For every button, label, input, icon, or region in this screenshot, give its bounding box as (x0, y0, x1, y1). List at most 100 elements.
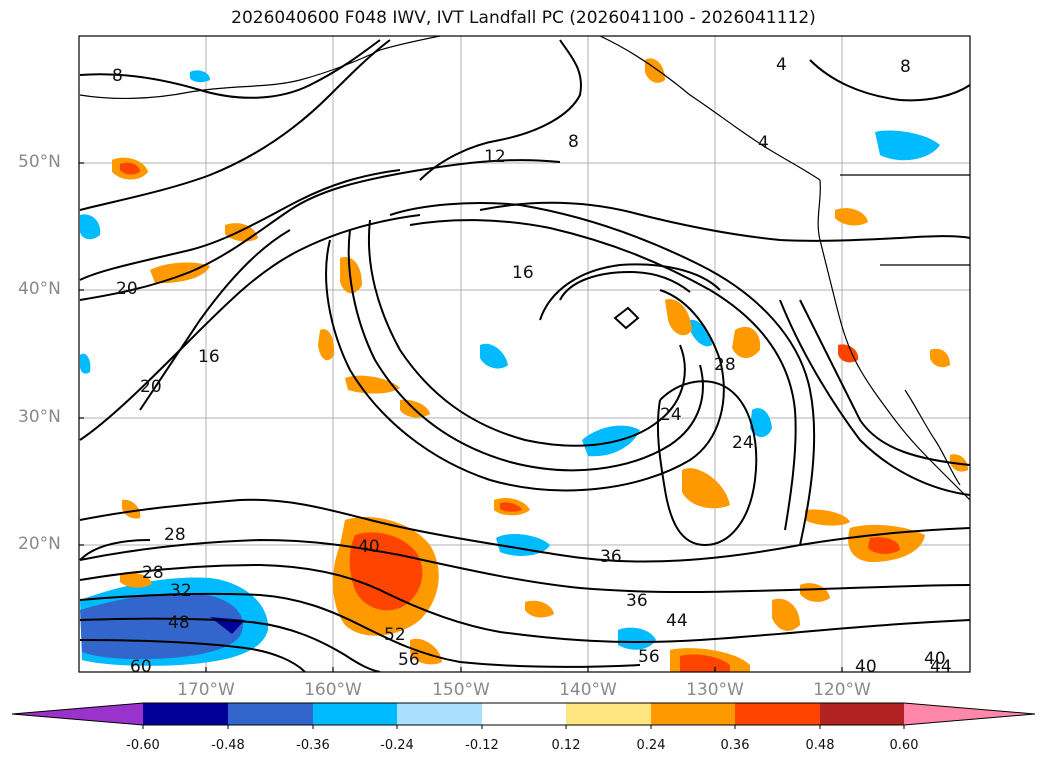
lon-label-120w: 120°W (813, 680, 871, 700)
iwv-contour (79, 214, 421, 441)
iwv-contour (325, 239, 725, 492)
lon-label-160w: 160°W (304, 680, 362, 700)
pc-positive-area (345, 375, 400, 394)
contour-label: 40 (358, 537, 380, 557)
contour-label: 16 (512, 263, 534, 283)
iwv-contour (809, 59, 970, 102)
iwv-contour (367, 219, 686, 447)
iwv-contour (79, 539, 151, 561)
map-area (79, 36, 970, 672)
colorbar-tick-label: 0.48 (805, 738, 835, 753)
lat-label-40n: 40°N (18, 279, 61, 299)
iwv-contour (79, 592, 641, 668)
axis-ticks (79, 162, 843, 672)
pc-positive-core (349, 532, 423, 611)
colorbar (11, 702, 1036, 729)
contour-label: 4 (758, 133, 769, 153)
contour-label: 24 (660, 405, 682, 425)
contour-label: 56 (398, 650, 420, 670)
pc-negative-area (80, 214, 101, 240)
iwv-contour (79, 563, 970, 643)
contour-label: 4 (776, 55, 787, 75)
contour-label: 32 (170, 581, 192, 601)
iwv-contour (347, 229, 704, 472)
pc-positive-core (500, 502, 522, 512)
colorbar-tick-label: 0.24 (636, 738, 666, 753)
colorbar-segment (482, 703, 566, 725)
iwv-contour (79, 639, 306, 672)
contour-label: 36 (626, 591, 648, 611)
pc-negative-area (80, 592, 244, 660)
lon-label-150w: 150°W (432, 680, 490, 700)
iwv-contour (389, 202, 816, 546)
lon-label-170w: 170°W (177, 680, 235, 700)
iwv-contour (613, 306, 640, 330)
colorbar-segment (228, 703, 313, 725)
pc-positive-core (680, 654, 730, 672)
pc-positive-area (665, 299, 692, 336)
iwv-contour (139, 229, 291, 411)
iwv-contour (559, 270, 691, 301)
alaska-panhandle-coast (599, 36, 821, 181)
lat-label-20n: 20°N (18, 534, 61, 554)
pc-positive-area (800, 583, 830, 602)
iwv-contour (419, 39, 582, 181)
pc-negative-area (618, 627, 656, 650)
colorbar-extend-max (904, 703, 1035, 725)
contour-label: 40 (924, 649, 946, 669)
contour-label: 8 (568, 132, 579, 152)
contour-labels: 8 4 8 4 8 12 16 20 16 20 24 24 28 28 28 … (112, 55, 952, 677)
iwv-contour (79, 39, 391, 211)
contour-label: 12 (484, 147, 506, 167)
contour-label: 20 (116, 279, 138, 299)
contour-label: 28 (714, 355, 736, 375)
pc-positive-core (838, 344, 859, 363)
colorbar-extend-min (12, 703, 143, 725)
colorbar-tick-label: 0.60 (889, 738, 919, 753)
pc-negative-area (190, 70, 210, 83)
pc-positive-area (930, 348, 950, 368)
pc-positive-area (525, 600, 554, 618)
colorbar-tick-label: -0.12 (465, 738, 499, 753)
pc-negative-area (582, 425, 640, 457)
pc-positive-area (835, 208, 868, 226)
contour-label: 16 (198, 347, 220, 367)
pc-positive-area (120, 572, 152, 588)
iwv-contour (799, 299, 970, 466)
pc-positive-area (805, 509, 850, 526)
contour-label: 44 (930, 657, 952, 677)
colorbar-segment (566, 703, 651, 725)
pc-shading (80, 58, 968, 672)
alaska-coast (79, 36, 441, 100)
iwv-contour (539, 263, 721, 321)
colorbar-segment (397, 703, 482, 725)
pc-positive-area (225, 223, 258, 242)
lat-label-50n: 50°N (18, 152, 61, 172)
figure-title: 2026040600 F048 IWV, IVT Landfall PC (20… (231, 8, 816, 28)
colorbar-segment (820, 703, 904, 725)
coastlines (79, 36, 970, 501)
colorbar-tick-label: -0.60 (126, 738, 160, 753)
contour-label: 8 (900, 57, 911, 77)
colorbar-tick-label: 0.36 (720, 738, 750, 753)
contour-label: 28 (164, 525, 186, 545)
pc-positive-area (682, 468, 730, 509)
pc-negative-area (80, 353, 91, 374)
iwv-contour (79, 538, 970, 593)
contour-label: 24 (732, 433, 754, 453)
colorbar-segment (651, 703, 735, 725)
pc-positive-area (732, 326, 761, 359)
baja-coast (904, 389, 961, 486)
lat-label-30n: 30°N (18, 407, 61, 427)
contour-label: 52 (384, 625, 406, 645)
lon-label-130w: 130°W (686, 680, 744, 700)
pc-negative-area (875, 130, 940, 161)
pc-negative-area (750, 408, 772, 437)
contour-label: 28 (142, 563, 164, 583)
contour-label: 36 (600, 547, 622, 567)
colorbar-tick-label: -0.24 (380, 738, 414, 753)
map-frame (78, 35, 971, 673)
contour-label: 60 (130, 657, 152, 677)
colorbar-tick-label: -0.48 (211, 738, 245, 753)
